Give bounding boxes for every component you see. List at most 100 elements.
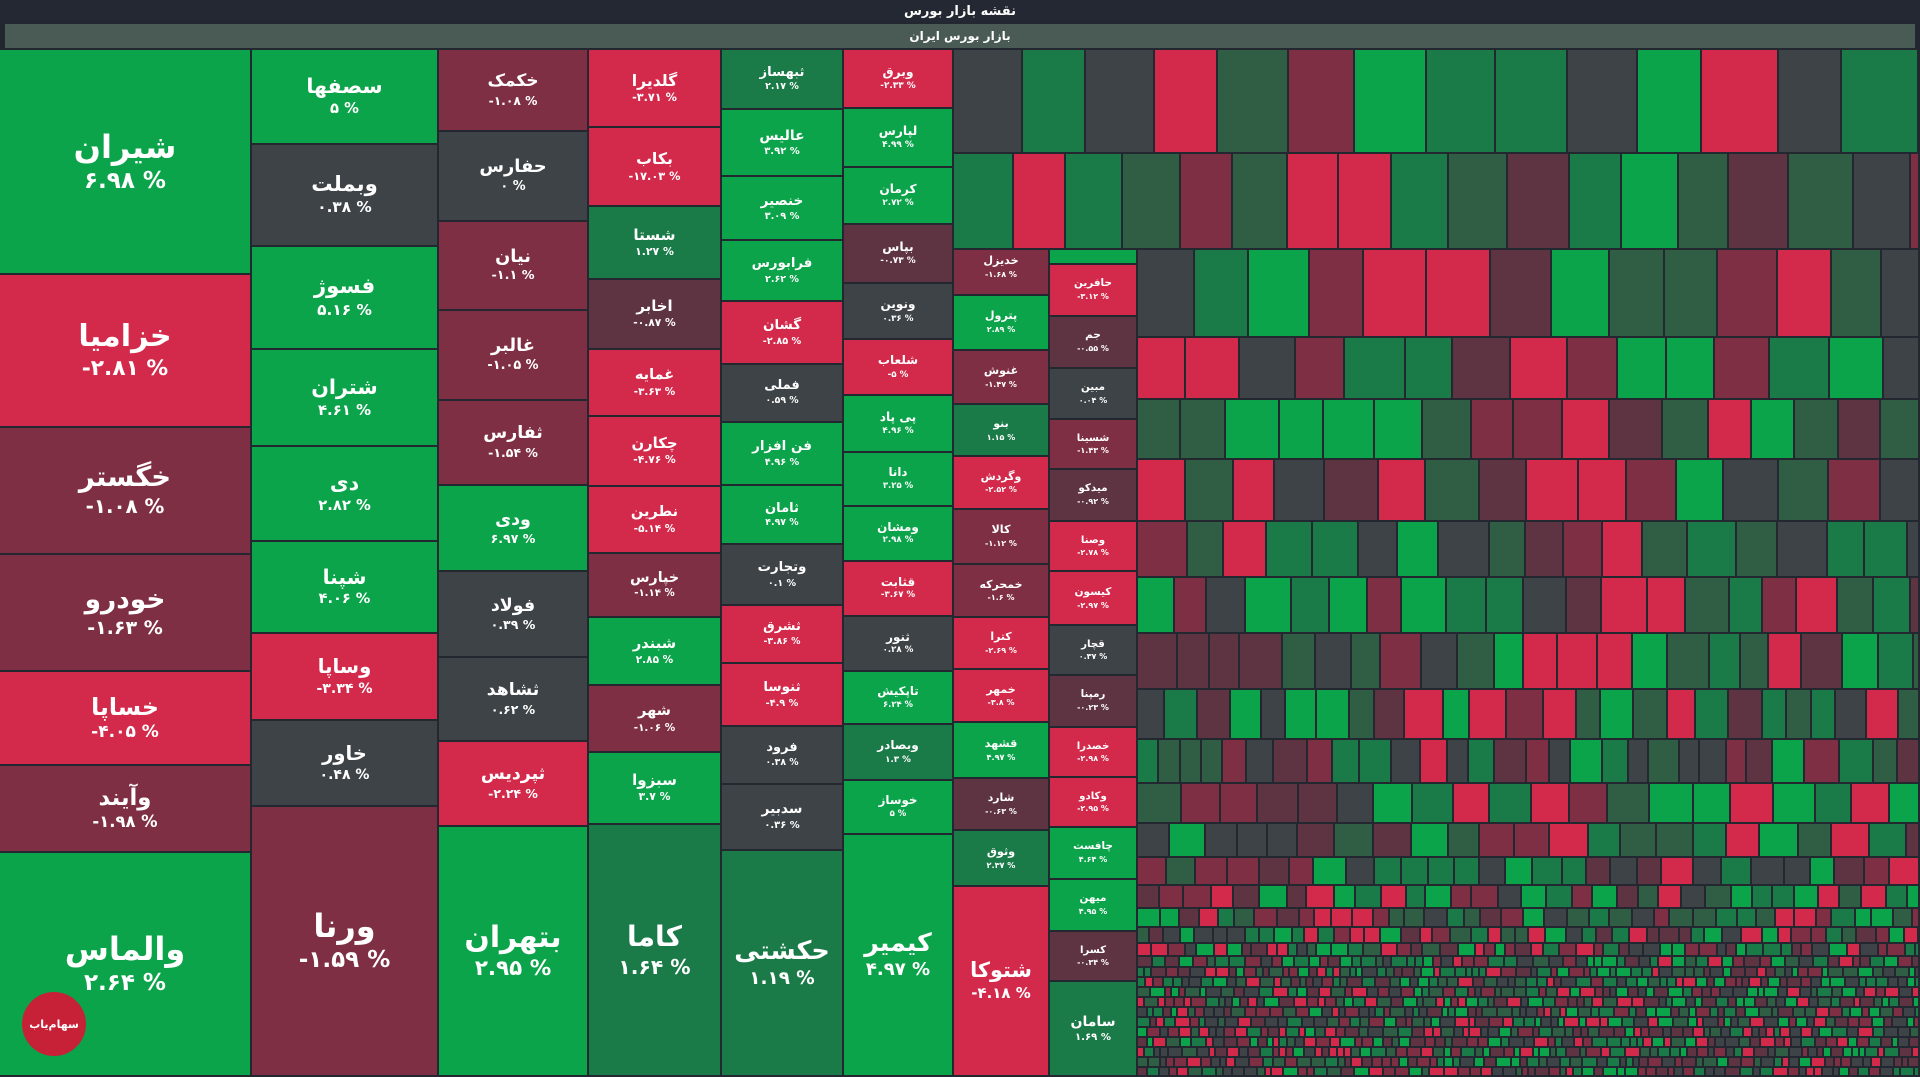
stock-tile-small[interactable] (1761, 1068, 1774, 1077)
stock-tile-small[interactable] (1900, 998, 1914, 1008)
stock-tile-small[interactable] (1512, 1058, 1521, 1068)
stock-tile-small[interactable] (1230, 957, 1246, 968)
stock-tile-small[interactable] (1527, 740, 1550, 784)
stock-tile-small[interactable] (954, 50, 1023, 154)
stock-tile[interactable]: خودرو -۱.۶۳ % (0, 555, 252, 672)
stock-tile-small[interactable] (1361, 1018, 1370, 1028)
stock-tile-small[interactable] (1601, 690, 1634, 740)
stock-tile-small[interactable] (1266, 1068, 1272, 1077)
stock-tile-small[interactable] (1375, 858, 1402, 886)
stock-tile-small[interactable] (1908, 886, 1920, 909)
stock-tile-small[interactable] (1535, 1038, 1549, 1048)
stock-tile-small[interactable] (1798, 998, 1810, 1008)
stock-tile-small[interactable] (1729, 998, 1737, 1008)
stock-tile-small[interactable] (1413, 1018, 1425, 1028)
stock-tile-small[interactable] (1773, 1008, 1779, 1018)
stock-tile-small[interactable] (1308, 998, 1319, 1008)
stock-tile-small[interactable] (1908, 522, 1920, 578)
stock-tile-small[interactable] (1507, 690, 1544, 740)
stock-tile[interactable]: شلعاب -۵ % (844, 340, 954, 396)
stock-tile-small[interactable] (1170, 1068, 1178, 1077)
stock-tile-small[interactable] (1717, 998, 1729, 1008)
stock-tile-small[interactable] (1448, 978, 1459, 988)
stock-tile-small[interactable] (1883, 998, 1890, 1008)
stock-tile-small[interactable] (1885, 957, 1899, 968)
stock-tile-small[interactable] (1452, 1048, 1462, 1058)
stock-tile-small[interactable] (1887, 886, 1908, 909)
stock-tile-small[interactable] (1247, 978, 1261, 988)
stock-tile-small[interactable] (1262, 690, 1286, 740)
stock-tile-small[interactable] (1192, 1038, 1207, 1048)
stock-tile-small[interactable] (1165, 1018, 1176, 1028)
stock-tile-small[interactable] (1724, 460, 1779, 522)
stock-tile-small[interactable] (1819, 886, 1840, 909)
stock-tile-small[interactable] (1790, 1048, 1803, 1058)
stock-tile-small[interactable] (1434, 957, 1442, 968)
stock-tile-small[interactable] (1643, 522, 1688, 578)
stock-tile-small[interactable] (1249, 250, 1310, 338)
stock-tile-small[interactable] (1295, 998, 1308, 1008)
stock-tile-small[interactable] (1398, 522, 1439, 578)
stock-tile-small[interactable] (1550, 1068, 1561, 1077)
stock-tile-small[interactable] (1346, 1008, 1360, 1018)
stock-tile-small[interactable] (1570, 968, 1585, 978)
stock-tile[interactable]: چافست ۴.۶۴ % (1050, 828, 1138, 880)
stock-tile-small[interactable] (1316, 1028, 1326, 1038)
stock-tile-small[interactable] (1817, 1008, 1830, 1018)
stock-tile-small[interactable] (1620, 944, 1630, 957)
stock-tile-small[interactable] (1280, 1038, 1288, 1048)
stock-tile-small[interactable] (1718, 1058, 1729, 1068)
stock-tile-small[interactable] (1447, 578, 1487, 634)
stock-tile-small[interactable] (1604, 1068, 1618, 1077)
stock-tile-small[interactable] (1673, 944, 1686, 957)
stock-tile-small[interactable] (1182, 784, 1221, 824)
stock-tile-small[interactable] (1138, 1058, 1149, 1068)
stock-tile-small[interactable] (1186, 460, 1234, 522)
stock-tile[interactable]: دانا ۳.۲۵ % (844, 453, 954, 507)
stock-tile-small[interactable] (1421, 928, 1433, 944)
stock-tile[interactable]: شپنا ۴.۰۶ % (252, 542, 439, 634)
stock-tile-small[interactable] (1404, 998, 1418, 1008)
stock-tile-small[interactable] (1644, 944, 1661, 957)
stock-tile[interactable]: گلدیرا -۳.۷۱ % (589, 50, 722, 128)
stock-tile[interactable]: کسرا -۰.۳۴ % (1050, 932, 1138, 982)
stock-tile-small[interactable] (1877, 978, 1889, 988)
stock-tile-small[interactable] (1754, 1068, 1761, 1077)
stock-tile-small[interactable] (1604, 998, 1618, 1008)
stock-tile-small[interactable] (1269, 1028, 1280, 1038)
stock-tile[interactable]: وبرق -۲.۳۳ % (844, 50, 954, 109)
stock-tile-small[interactable] (1415, 988, 1423, 998)
stock-tile-small[interactable] (1313, 522, 1359, 578)
stock-tile-small[interactable] (1812, 928, 1827, 944)
stock-tile-small[interactable] (1470, 1018, 1476, 1028)
stock-tile-small[interactable] (1180, 988, 1186, 998)
stock-tile-small[interactable] (1639, 1068, 1647, 1077)
stock-tile-small[interactable] (1341, 1038, 1356, 1048)
stock-tile-small[interactable] (1851, 1008, 1863, 1018)
stock-tile[interactable]: رمپنا -۰.۲۳ % (1050, 676, 1138, 728)
stock-tile-small[interactable] (1312, 1058, 1326, 1068)
stock-tile-small[interactable] (1809, 968, 1823, 978)
stock-tile-small[interactable] (1409, 1058, 1418, 1068)
stock-tile-small[interactable] (1175, 578, 1207, 634)
stock-tile-small[interactable] (1565, 1018, 1580, 1028)
stock-tile-small[interactable] (1360, 740, 1392, 784)
stock-tile-small[interactable] (1552, 1008, 1561, 1018)
stock-tile-small[interactable] (1496, 944, 1506, 957)
stock-tile-small[interactable] (1449, 1008, 1456, 1018)
stock-tile[interactable]: قچار ۰.۳۷ % (1050, 626, 1138, 676)
stock-tile-small[interactable] (1138, 909, 1161, 928)
stock-tile-small[interactable] (1261, 978, 1275, 988)
stock-tile-small[interactable] (1905, 928, 1919, 944)
stock-tile-small[interactable] (1893, 1038, 1899, 1048)
stock-tile-small[interactable] (1840, 740, 1874, 784)
stock-tile-small[interactable] (1179, 968, 1191, 978)
stock-tile-small[interactable] (1523, 1068, 1529, 1077)
stock-tile-small[interactable] (1681, 1048, 1688, 1058)
stock-tile-small[interactable] (1154, 978, 1164, 988)
stock-tile-small[interactable] (1505, 1048, 1515, 1058)
stock-tile-small[interactable] (1604, 978, 1618, 988)
stock-tile-small[interactable] (1355, 50, 1427, 154)
stock-tile-small[interactable] (1818, 1048, 1824, 1058)
stock-tile-small[interactable] (1645, 998, 1660, 1008)
